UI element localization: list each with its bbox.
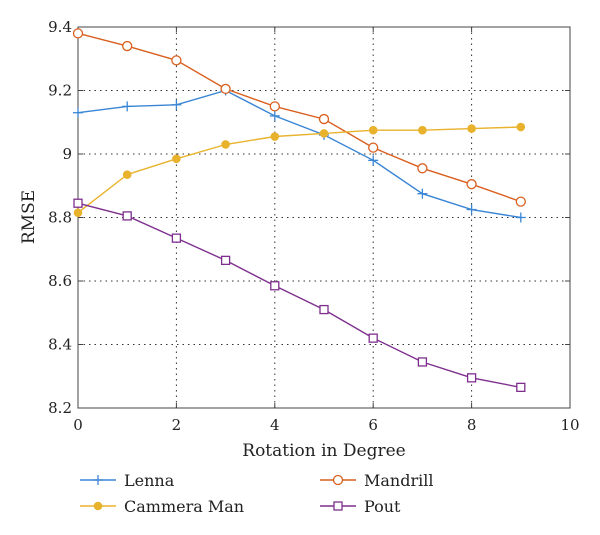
data-point-mandrill bbox=[417, 163, 428, 174]
data-point-pout bbox=[73, 198, 83, 208]
data-point-cammera-man bbox=[270, 132, 280, 141]
x-tick-label: 6 bbox=[368, 416, 378, 434]
data-point-mandrill bbox=[122, 40, 133, 52]
series-line-lenna bbox=[77, 89, 521, 219]
series-line-mandrill bbox=[77, 32, 522, 203]
data-point-pout bbox=[466, 373, 477, 383]
data-point-lenna bbox=[122, 101, 133, 112]
data-point-cammera-man bbox=[516, 122, 526, 132]
data-point-pout bbox=[171, 233, 182, 243]
data-point-cammera-man bbox=[172, 154, 181, 164]
y-tick-label: 9 bbox=[62, 145, 72, 163]
legend-item-cammera-man: Cammera Man bbox=[80, 497, 244, 516]
axis-ticks: 0 2 4 6 8 10 8.2 8.4 8.6 8.8 9 9.2 9.4 bbox=[48, 18, 579, 434]
x-tick-label: 10 bbox=[560, 416, 579, 434]
data-point-pout bbox=[270, 281, 280, 291]
y-tick-label: 9.2 bbox=[48, 82, 72, 100]
data-point-cammera-man bbox=[467, 124, 476, 133]
legend-label: Pout bbox=[364, 497, 401, 516]
data-point-pout bbox=[368, 333, 378, 343]
data-point-cammera-man bbox=[73, 208, 83, 218]
data-point-mandrill bbox=[220, 83, 231, 95]
data-point-cammera-man bbox=[418, 125, 427, 135]
data-point-mandrill bbox=[269, 101, 280, 112]
data-point-pout bbox=[319, 304, 329, 315]
data-point-pout bbox=[417, 357, 428, 367]
series-line-cammera-man bbox=[77, 126, 521, 214]
y-tick-label: 8.2 bbox=[48, 399, 72, 417]
y-tick-label: 8.8 bbox=[48, 209, 72, 227]
y-tick-label: 8.4 bbox=[48, 336, 72, 354]
data-point-pout bbox=[122, 211, 132, 221]
grid bbox=[78, 27, 570, 408]
data-point-lenna bbox=[73, 107, 83, 118]
x-tick-label: 8 bbox=[467, 416, 477, 434]
data-point-cammera-man bbox=[122, 170, 132, 179]
series-line-pout bbox=[77, 202, 521, 389]
data-point-cammera-man bbox=[368, 125, 378, 135]
x-axis-title: Rotation in Degree bbox=[242, 441, 405, 461]
data-point-mandrill bbox=[171, 55, 182, 66]
x-tick-label: 4 bbox=[270, 416, 280, 434]
data-point-mandrill bbox=[466, 179, 477, 190]
legend-label: Mandrill bbox=[364, 471, 433, 490]
legend-marker bbox=[333, 501, 343, 511]
legend-label: Lenna bbox=[124, 471, 175, 490]
legend-marker bbox=[93, 475, 103, 485]
legend: Lenna Mandrill Cammera Man Pout bbox=[80, 471, 433, 516]
legend-marker bbox=[93, 501, 103, 511]
y-tick-label: 9.4 bbox=[48, 18, 72, 36]
data-point-lenna bbox=[171, 99, 182, 110]
data-point-lenna bbox=[368, 155, 379, 166]
data-point-lenna bbox=[269, 110, 280, 121]
data-point-cammera-man bbox=[319, 129, 329, 138]
data-point-mandrill bbox=[368, 142, 379, 153]
legend-label: Cammera Man bbox=[124, 497, 244, 516]
y-tick-label: 8.6 bbox=[48, 272, 72, 290]
legend-item-lenna: Lenna bbox=[80, 471, 175, 490]
data-point-lenna bbox=[515, 212, 526, 223]
data-point-lenna bbox=[417, 188, 428, 199]
y-axis-title: RMSE bbox=[19, 190, 39, 244]
data-point-mandrill bbox=[318, 113, 330, 125]
data-point-cammera-man bbox=[221, 140, 230, 149]
data-point-mandrill bbox=[515, 196, 526, 207]
data-point-pout bbox=[516, 382, 526, 393]
series-lines bbox=[72, 28, 526, 393]
data-point-lenna bbox=[466, 204, 477, 215]
data-point-pout bbox=[220, 255, 231, 266]
data-point-mandrill bbox=[72, 28, 84, 39]
x-tick-label: 0 bbox=[73, 416, 83, 434]
legend-item-pout: Pout bbox=[320, 497, 401, 516]
legend-item-mandrill: Mandrill bbox=[320, 471, 433, 490]
legend-marker bbox=[332, 474, 344, 486]
x-tick-label: 2 bbox=[172, 416, 182, 434]
